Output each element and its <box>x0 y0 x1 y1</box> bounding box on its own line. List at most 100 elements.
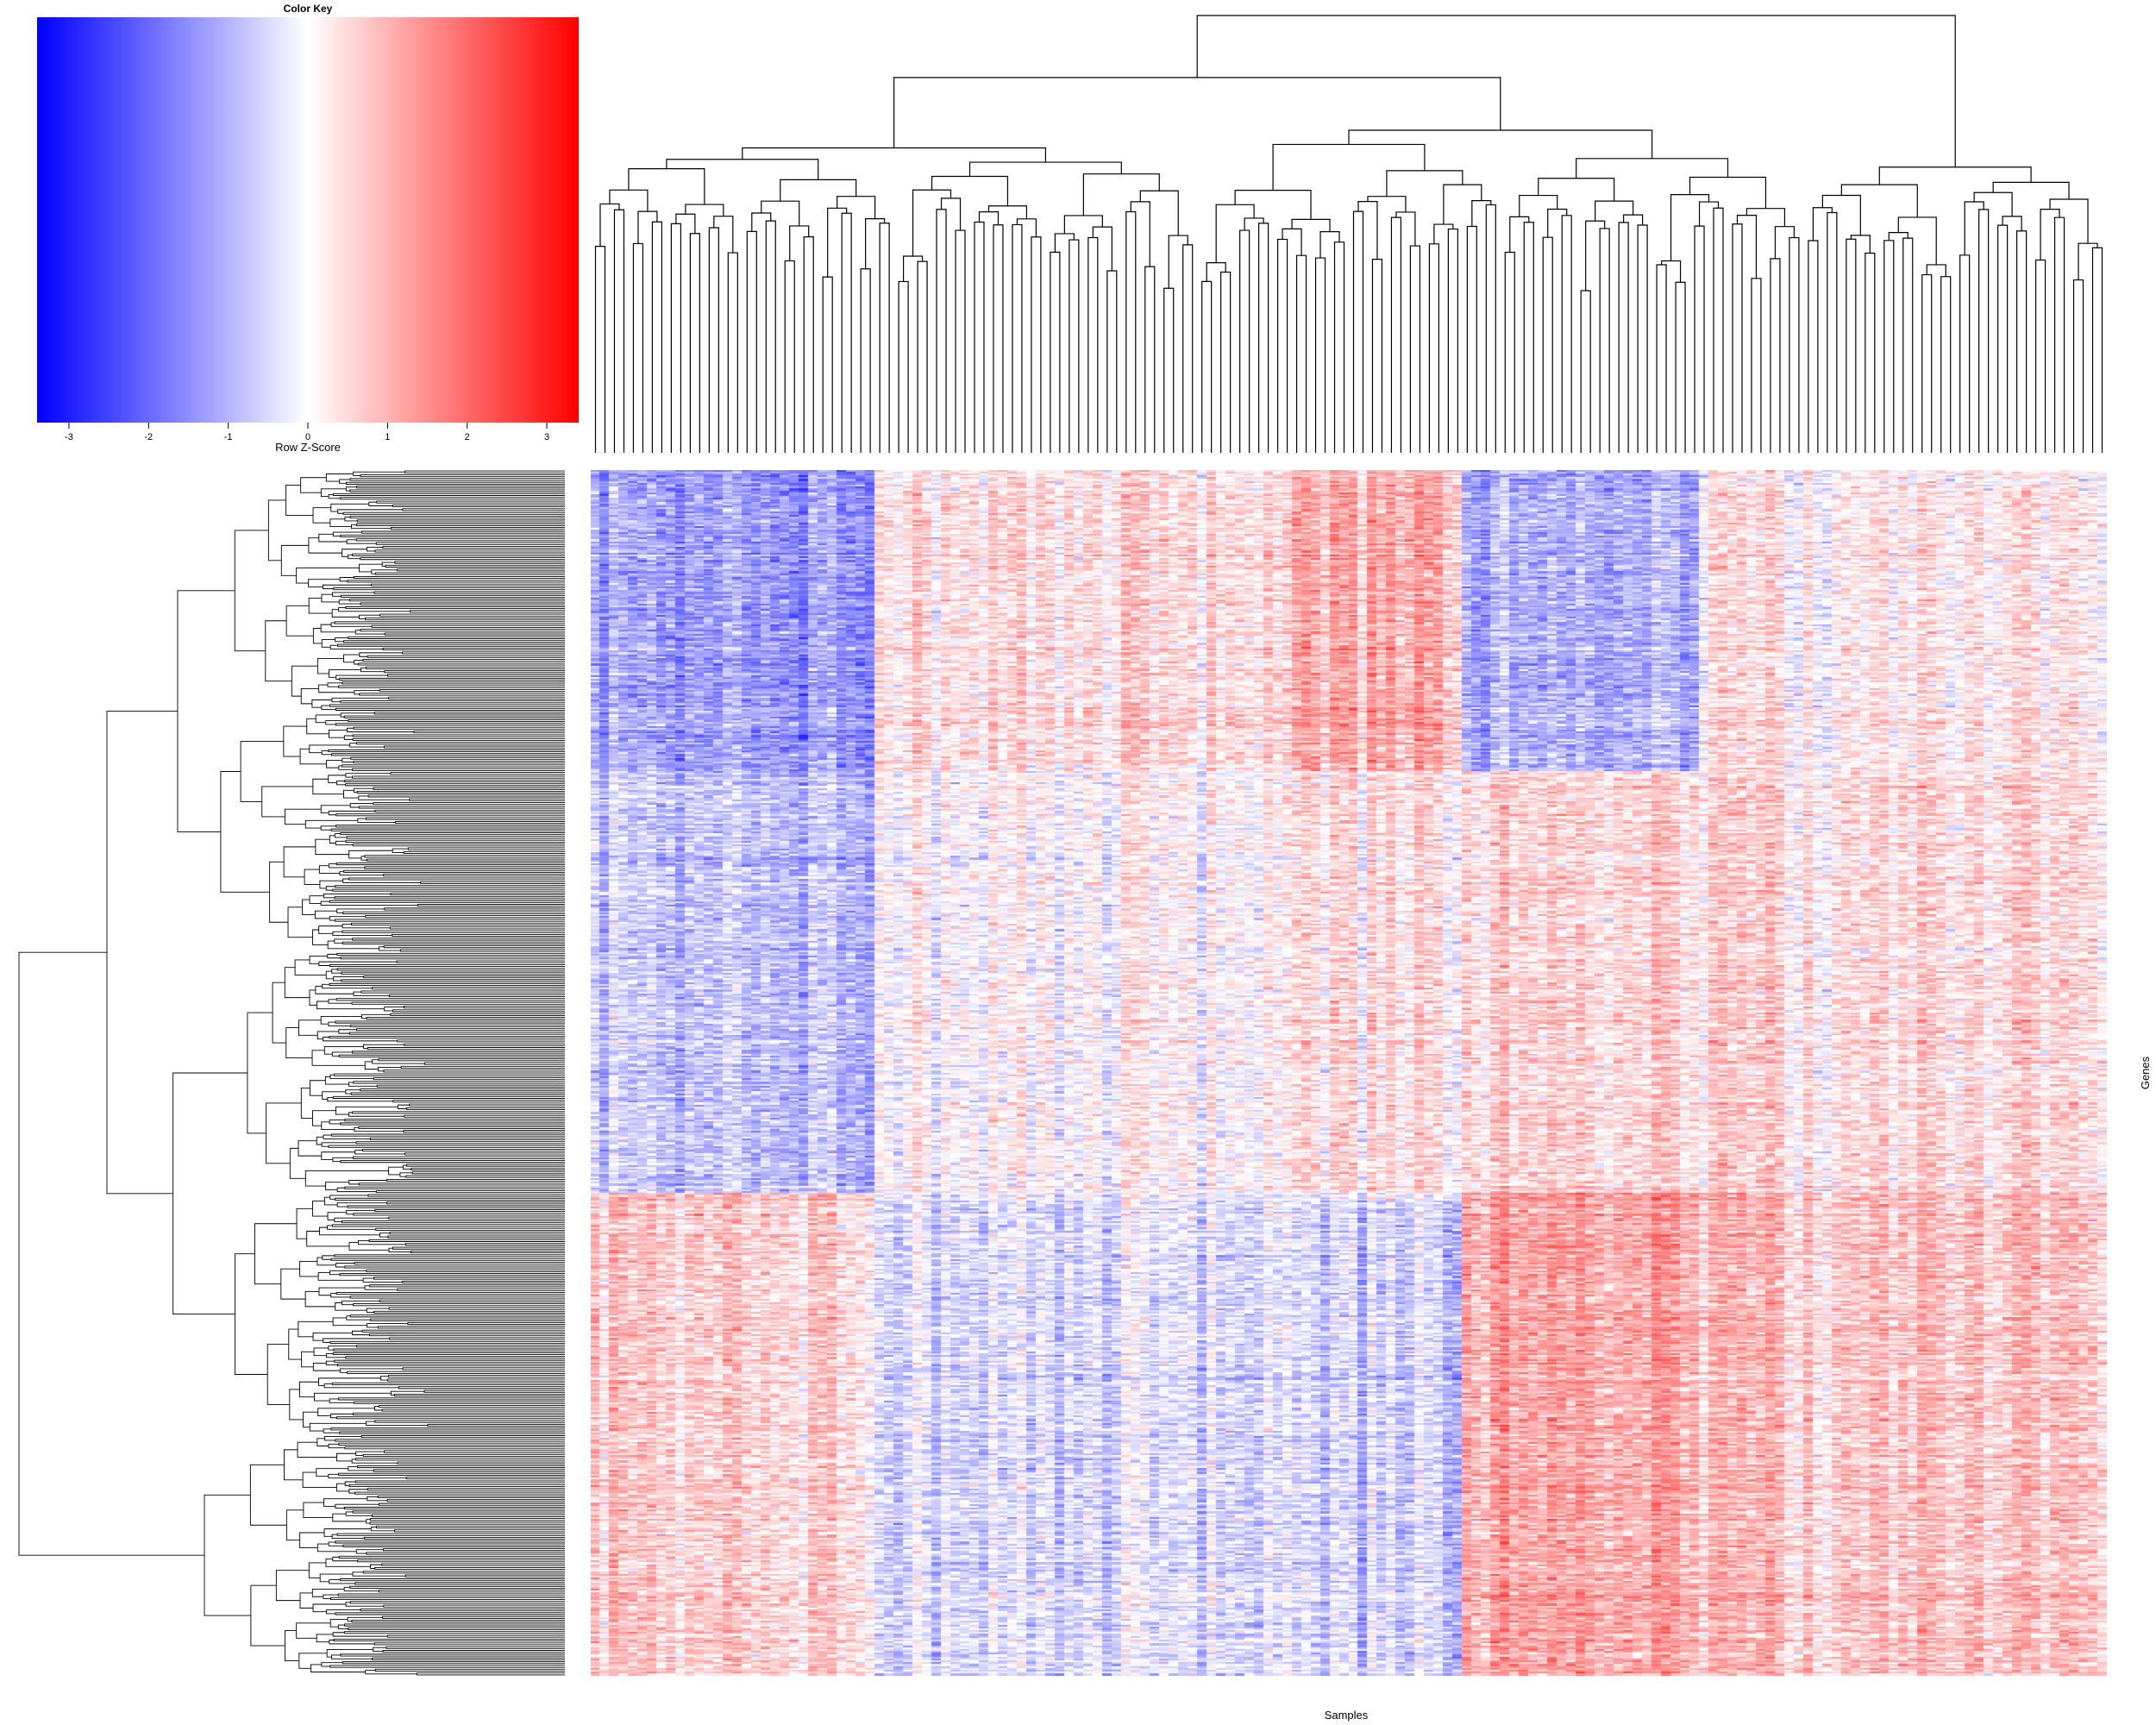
row-dendrogram-branch <box>339 677 565 681</box>
column-dendrogram-branch <box>1130 201 1150 267</box>
row-dendrogram-branch <box>360 990 565 994</box>
row-dendrogram-branch <box>339 1368 404 1373</box>
row-dendrogram-branch <box>299 1592 314 1609</box>
row-dendrogram-branch <box>328 1541 343 1546</box>
row-dendrogram-branch <box>323 584 372 590</box>
column-dendrogram-branch <box>1973 191 2013 216</box>
row-dendrogram-branch <box>343 869 565 873</box>
row-dendrogram-branch <box>382 1650 565 1653</box>
row-dendrogram-branch <box>329 704 565 707</box>
row-dendrogram-branch <box>347 580 565 583</box>
row-dendrogram-branch <box>340 832 565 836</box>
row-dendrogram-branch <box>389 926 565 930</box>
row-dendrogram-branch <box>352 1156 565 1159</box>
row-dendrogram-branch <box>374 809 565 812</box>
column-dendrogram-branch <box>860 268 871 453</box>
row-dendrogram-branch <box>311 1589 345 1597</box>
row-dendrogram-branch <box>342 549 367 557</box>
row-dendrogram-branch <box>330 1293 351 1298</box>
row-dendrogram-branch <box>348 1242 390 1251</box>
row-dendrogram-branch <box>354 1262 565 1265</box>
row-dendrogram-branch <box>394 1529 565 1533</box>
row-dendrogram-branch <box>395 820 565 825</box>
row-dendrogram-branch <box>330 1258 565 1261</box>
row-dendrogram-branch <box>323 1045 364 1055</box>
row-dendrogram-branch <box>336 1416 565 1420</box>
row-dendrogram-branch <box>345 605 565 610</box>
row-dendrogram-branch <box>335 1302 367 1311</box>
row-dendrogram-branch <box>340 1160 565 1164</box>
row-dendrogram-branch <box>362 659 565 662</box>
y-axis-label: Genes <box>2139 1056 2152 1089</box>
row-dendrogram-branch <box>250 1584 285 1647</box>
row-dendrogram-branch <box>364 1285 398 1290</box>
row-dendrogram-branch <box>367 655 565 658</box>
row-dendrogram-branch <box>349 516 565 519</box>
row-dendrogram-branch <box>328 775 346 784</box>
column-dendrogram-branch <box>1519 194 1558 217</box>
row-dendrogram-branch <box>333 1638 565 1642</box>
row-dendrogram-branch <box>349 489 565 492</box>
row-dendrogram-branch <box>275 1570 310 1602</box>
row-dendrogram-branch <box>348 850 393 859</box>
row-dendrogram-branch <box>369 1518 565 1521</box>
row-dendrogram-branch <box>349 478 565 481</box>
row-dendrogram-branch <box>325 720 348 725</box>
row-dendrogram-branch <box>328 1443 345 1449</box>
row-dendrogram-branch <box>328 999 353 1004</box>
color-key-axis-label: Row Z-Score <box>275 441 341 454</box>
column-dendrogram-branch <box>1846 238 1857 453</box>
row-dendrogram-branch <box>352 1111 565 1114</box>
row-dendrogram-branch <box>330 828 565 831</box>
row-dendrogram-branch <box>360 856 367 861</box>
row-dendrogram-branch <box>317 657 344 674</box>
row-dendrogram-branch <box>254 1223 298 1285</box>
row-dendrogram-branch <box>389 1337 565 1340</box>
row-dendrogram-branch <box>348 636 565 639</box>
row-dendrogram-branch <box>400 1065 565 1069</box>
column-dendrogram-branch <box>2049 198 2089 244</box>
row-dendrogram-branch <box>329 1596 565 1600</box>
row-dendrogram-branch <box>318 533 348 543</box>
row-dendrogram-branch <box>325 1360 338 1366</box>
row-dendrogram-branch <box>389 994 565 997</box>
row-dendrogram-branch <box>336 952 565 956</box>
row-dendrogram-branch <box>374 1208 565 1212</box>
row-dendrogram-branch <box>261 786 313 818</box>
row-dendrogram-branch <box>368 1239 565 1242</box>
column-dendrogram-branch <box>1964 201 1984 255</box>
row-dendrogram-branch <box>383 1604 565 1608</box>
row-dendrogram-branch <box>378 1502 565 1506</box>
row-dendrogram-branch <box>322 1091 346 1101</box>
row-dendrogram-branch <box>370 1318 565 1321</box>
column-dendrogram-branch <box>1840 184 1918 217</box>
row-dendrogram-branch <box>338 1029 357 1034</box>
row-dendrogram-branch <box>379 1233 391 1238</box>
row-dendrogram-branch <box>326 1353 346 1358</box>
row-dendrogram-branch <box>342 911 565 914</box>
column-dendrogram-branch <box>837 196 876 219</box>
column-dendrogram-branch <box>898 280 909 453</box>
row-dendrogram-branch <box>234 530 269 652</box>
row-dendrogram-branch <box>312 1332 353 1341</box>
row-dendrogram-branch <box>379 1376 389 1381</box>
row-dendrogram-branch <box>304 819 358 829</box>
row-dendrogram-branch <box>354 1401 565 1404</box>
row-dendrogram-branch <box>374 572 565 575</box>
row-dendrogram-branch <box>298 1653 328 1669</box>
row-dendrogram-branch <box>334 1073 565 1076</box>
column-dendrogram-branch <box>1561 215 1572 453</box>
row-dendrogram-branch <box>335 1612 565 1615</box>
row-dendrogram-branch <box>351 1458 398 1464</box>
row-dendrogram-branch <box>341 1220 565 1224</box>
row-dendrogram-branch <box>317 1408 375 1417</box>
row-dendrogram-branch <box>309 744 350 754</box>
row-dendrogram-branch <box>387 1375 565 1378</box>
row-dendrogram-branch <box>299 1260 319 1277</box>
row-dendrogram-branch <box>403 1130 565 1133</box>
row-dendrogram-branch <box>383 1548 565 1552</box>
column-dendrogram-branch <box>632 242 644 453</box>
column-dendrogram-branch <box>1031 236 1042 453</box>
row-dendrogram-branch <box>360 557 565 561</box>
row-dendrogram-branch <box>402 1367 565 1371</box>
